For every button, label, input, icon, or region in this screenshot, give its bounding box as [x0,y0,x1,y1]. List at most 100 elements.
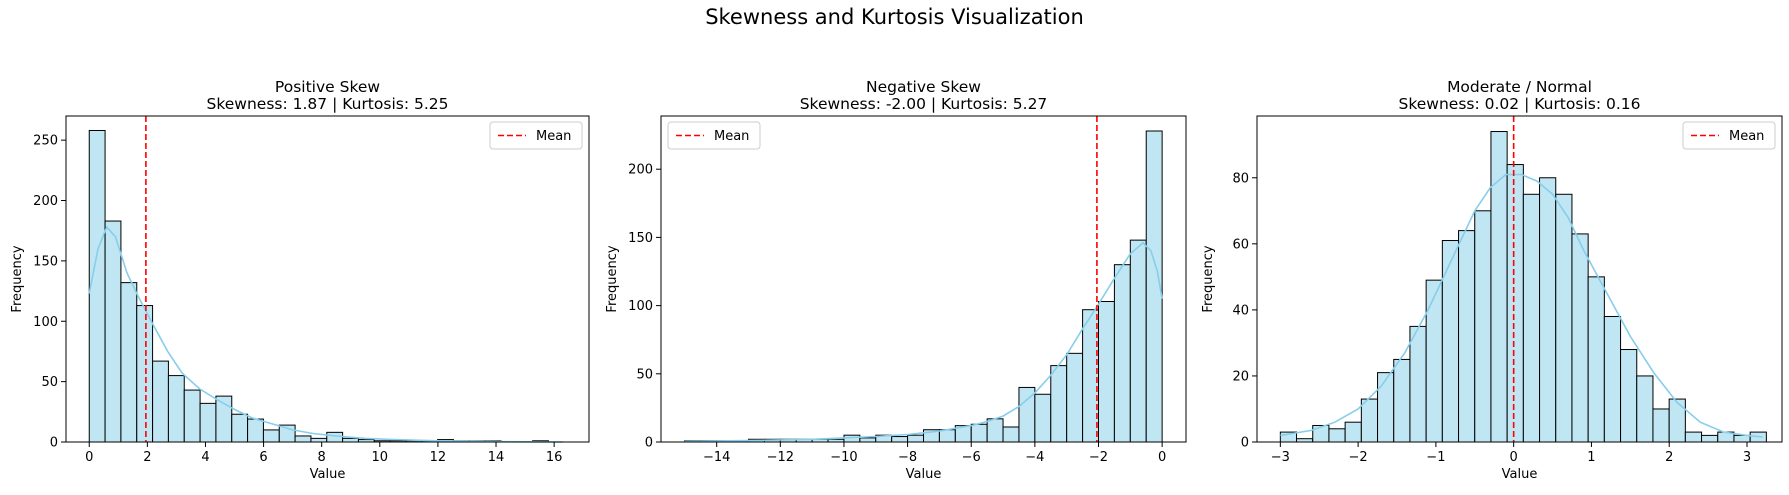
y-tick-label: 250 [33,134,58,149]
y-tick-label: 50 [636,367,653,382]
histogram-bar [1425,279,1443,443]
histogram-bar [1474,210,1492,443]
x-tick-label: 8 [318,450,326,465]
subplot-3: −3 −2 −1 0 1 2 3 0 20 40 60 80 Value Frequency Moderat… [1201,78,1783,482]
x-axis-label: Value [310,467,346,482]
subplot-title: Moderate / Normal [1447,78,1592,96]
histogram-bar [970,423,988,443]
histogram-bar [1377,372,1395,443]
subplot-2: −14 −12 −10 −8 −6 −4 −2 0 0 50 100 150 200 Value Frequ… [605,78,1187,482]
histogram-bar [1733,434,1751,443]
y-tick-label: 20 [1232,369,1249,384]
y-tick-label: 200 [33,194,58,209]
x-tick-label: −12 [767,450,794,465]
subplot-subtitle: Skewness: 0.02 | Kurtosis: 0.16 [1399,95,1641,113]
kde-curve [684,241,1163,443]
histogram-bar [262,429,280,443]
histogram-bar [326,431,344,443]
x-tick-label: 0 [1510,450,1518,465]
legend-box [489,121,583,150]
histogram-bar [1393,358,1411,443]
subplot-subtitle: Skewness: -2.00 | Kurtosis: 5.27 [800,95,1048,113]
histogram-bar [986,418,1004,443]
subplot-1: 0 2 4 6 8 10 12 14 16 0 50 100 150 200 250 Value Frequen… [10,78,590,482]
x-tick-label: −10 [830,450,857,465]
histogram-bar [1652,408,1670,443]
histogram-bar [1129,239,1147,443]
x-tick-label: −2 [1089,450,1108,465]
legend-label: Mean [714,129,749,144]
histogram-bar [938,429,956,443]
histogram-bar [1620,349,1638,443]
histogram-bar [104,220,122,443]
axes-frame [1256,115,1783,443]
y-tick-label: 150 [33,254,58,269]
x-tick-label: 3 [1743,450,1751,465]
subplot-title: Negative Skew [866,78,981,96]
histogram-bar [199,402,217,443]
y-tick-label: 50 [41,375,58,390]
x-tick-label: 2 [143,450,151,465]
histogram-bar [342,437,359,443]
x-tick-label: 14 [488,450,505,465]
y-tick-label: 0 [645,436,653,451]
x-tick-label: 0 [85,450,93,465]
histogram-bar [88,129,106,443]
figure-title: Skewness and Kurtosis Visualization [705,5,1084,29]
histogram-bar [1701,434,1719,443]
x-tick-label: 16 [546,450,563,465]
histogram-bar [152,360,169,443]
histogram-bar [294,435,312,443]
subplot-title: Positive Skew [275,78,380,96]
subplot-subtitle: Skewness: 1.87 | Kurtosis: 5.25 [207,95,449,113]
x-axis-label: Value [906,467,942,482]
histogram-bar [1098,301,1115,443]
kde-curve [1280,173,1763,438]
x-tick-label: −6 [962,450,981,465]
histogram-bar [1555,193,1573,443]
legend-label: Mean [1729,129,1764,144]
histogram-bar [1603,315,1622,443]
legend-box [667,121,761,150]
histogram-bar [1441,240,1460,443]
legend: Mean [667,121,761,150]
y-axis-label: Frequency [1201,245,1216,312]
histogram-bar [1328,428,1346,443]
histogram-bar [1360,398,1379,443]
histogram-bar [891,436,909,443]
histogram-bar [120,282,138,443]
histogram-bar [136,305,154,443]
y-tick-label: 200 [628,163,653,178]
histogram-bar [907,434,924,443]
histogram-bar [1066,352,1084,443]
x-tick-label: 2 [1665,450,1673,465]
histogram-bar [1050,365,1068,443]
x-tick-label: −14 [703,450,730,465]
y-tick-label: 150 [628,231,653,246]
legend: Mean [489,121,583,150]
histogram-bar [247,418,264,443]
histogram-bar [1344,421,1362,443]
x-tick-label: 1 [1587,450,1595,465]
y-axis-label: Frequency [605,245,620,312]
axes-frame [65,115,590,443]
y-tick-label: 100 [628,299,653,314]
y-tick-label: 0 [50,436,58,451]
x-tick-label: 6 [259,450,267,465]
y-axis-label: Frequency [10,245,25,312]
y-tick-label: 40 [1232,303,1249,318]
x-tick-label: −1 [1426,450,1445,465]
histogram-bar [1312,424,1330,443]
y-tick-label: 0 [1241,436,1249,451]
histogram-bar [1668,398,1686,443]
histogram-bar [1539,177,1557,443]
x-axis-label: Value [1502,467,1538,482]
x-tick-label: −3 [1271,450,1290,465]
histogram-bar [1636,375,1654,443]
histogram-bar [183,389,201,443]
histogram-bar [1571,233,1589,443]
histogram-bar [1458,230,1476,443]
histogram-bar [1409,325,1427,443]
kde-curve [88,225,563,443]
histogram-bar [1113,264,1131,443]
